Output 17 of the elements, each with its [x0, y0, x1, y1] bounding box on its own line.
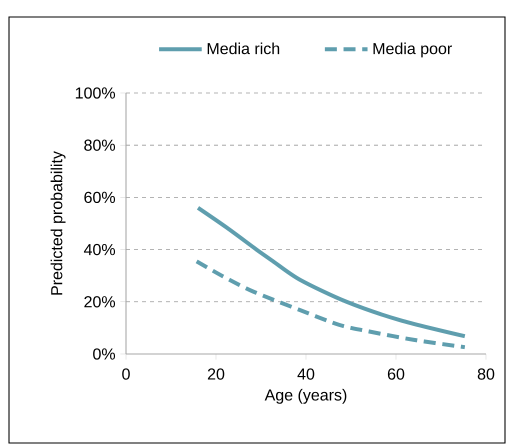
x-axis-title: Age (years)	[264, 388, 346, 404]
x-tick-label: 40	[297, 368, 314, 380]
y-tick-label: 80%	[84, 140, 116, 151]
y-tick-label: 100%	[76, 87, 116, 99]
legend-label: Media rich	[208, 42, 280, 54]
x-tick-label: 0	[122, 368, 130, 380]
line-series	[194, 259, 467, 350]
line-series	[196, 206, 467, 338]
legend-label: Media poor	[374, 42, 452, 58]
x-tick-label: 20	[208, 368, 224, 380]
x-tick-label: 80	[478, 368, 494, 380]
x-tick-label: 60	[388, 368, 404, 380]
y-tick-label: 40%	[84, 244, 116, 256]
y-tick-label: 0%	[93, 348, 116, 360]
y-axis-title: Predicted probability	[50, 151, 66, 295]
y-tick-label: 60%	[84, 192, 116, 204]
y-tick-label: 20%	[84, 296, 116, 308]
